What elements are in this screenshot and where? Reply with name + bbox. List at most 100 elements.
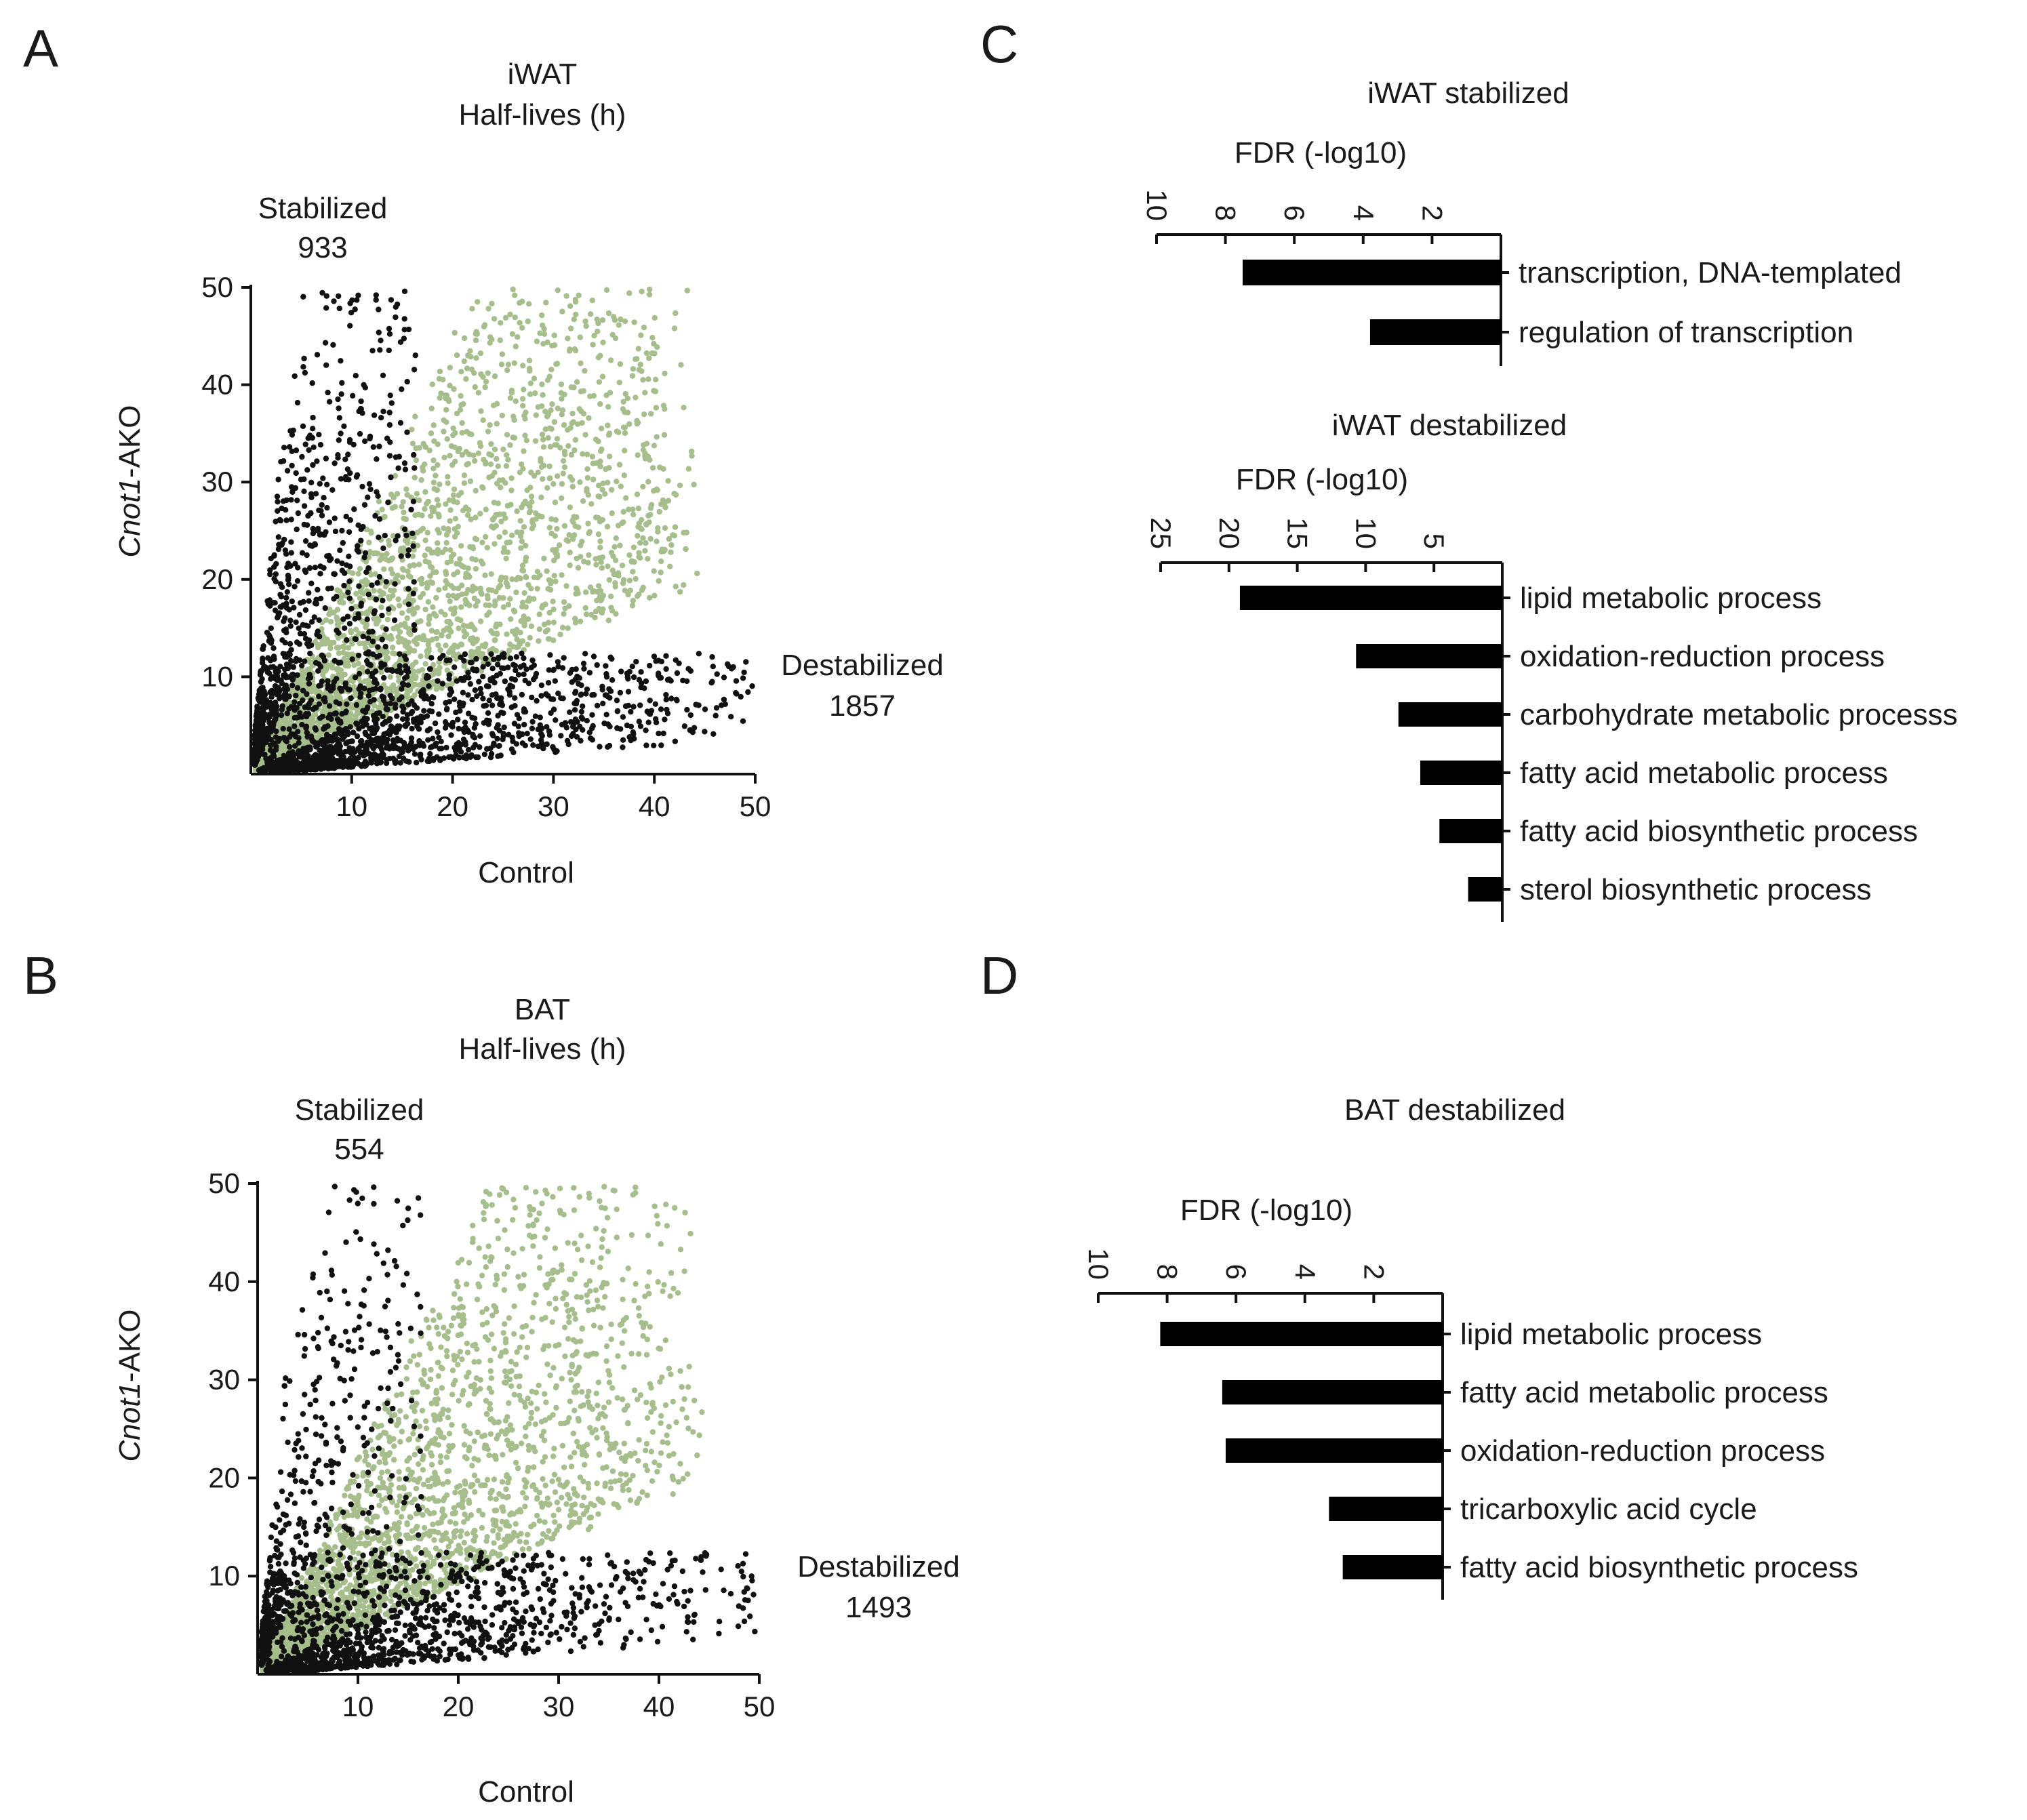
scatter-point: [558, 381, 565, 388]
scatter-point: [665, 478, 671, 484]
scatter-point: [329, 723, 336, 729]
scatter-point: [306, 681, 313, 687]
scatter-point: [294, 685, 301, 691]
scatter-point: [673, 584, 679, 590]
scatter-point: [342, 671, 348, 678]
scatter-point: [526, 301, 532, 307]
scatter-point: [390, 592, 396, 599]
scatter-point: [536, 638, 542, 644]
scatter-point: [494, 456, 500, 462]
scatter-point: [532, 510, 539, 517]
scatter-point: [477, 350, 484, 357]
scatter-point: [518, 639, 525, 645]
scatter-point: [476, 679, 482, 685]
scatter-point: [572, 437, 579, 443]
scatter-point: [574, 379, 580, 385]
scatter-point: [396, 639, 402, 645]
scatter-point: [336, 405, 342, 411]
scatter-point: [465, 670, 471, 676]
scatter-point: [500, 604, 507, 610]
scatter-point: [469, 696, 475, 703]
scatter-point: [411, 579, 417, 585]
scatter-point: [605, 618, 611, 624]
scatter-point: [468, 517, 474, 523]
scatter-point: [605, 422, 611, 428]
scatter-point: [306, 598, 312, 604]
scatter-point: [612, 580, 618, 586]
scatter-point: [567, 562, 573, 569]
scatter-point: [462, 574, 469, 580]
scatter-point: [468, 622, 475, 628]
scatter-point: [683, 546, 689, 552]
scatter-point: [316, 432, 322, 438]
scatter-point: [581, 666, 587, 672]
scatter-point: [620, 519, 626, 525]
scatter-point: [508, 475, 515, 481]
scatter-point: [637, 702, 643, 708]
scatter-point: [528, 493, 535, 500]
scatter-point: [529, 525, 536, 531]
scatter-point: [308, 580, 315, 586]
scatter-point: [376, 534, 382, 540]
scatter-point: [303, 711, 309, 717]
scatter-point: [336, 630, 342, 636]
scatter-point: [458, 402, 464, 408]
scatter-point: [458, 604, 464, 610]
scatter-point: [532, 390, 538, 397]
scatter-point: [252, 736, 258, 742]
scatter-point: [485, 710, 491, 716]
scatter-point: [302, 607, 309, 613]
scatter-point: [593, 514, 599, 521]
scatter-point: [651, 350, 658, 357]
scatter-point: [486, 474, 492, 481]
scatter-point: [527, 508, 534, 514]
scatter-point: [633, 356, 639, 363]
scatter-point: [414, 759, 420, 766]
scatter-point: [428, 655, 435, 661]
scatter-point: [671, 533, 678, 539]
scatter-point: [438, 632, 445, 638]
scatter-point: [333, 694, 340, 701]
scatter-point: [446, 676, 452, 682]
scatter-point: [394, 301, 401, 308]
scatter-point: [578, 360, 584, 367]
scatter-point: [567, 504, 574, 510]
scatter-point: [576, 292, 582, 298]
scatter-point: [435, 729, 441, 735]
scatter-point: [520, 403, 526, 409]
scatter-point: [422, 461, 428, 468]
scatter-point: [345, 451, 351, 458]
scatter-point: [356, 583, 362, 589]
scatter-point: [447, 598, 453, 605]
scatter-point: [306, 672, 313, 678]
scatter-point: [414, 605, 420, 611]
scatter-point: [283, 507, 289, 513]
scatter-point: [394, 713, 400, 719]
scatter-point: [281, 536, 287, 543]
scatter-point: [645, 512, 651, 519]
scatter-point: [430, 569, 437, 575]
scatter-point: [264, 697, 270, 704]
scatter-point: [733, 690, 739, 696]
scatter-point: [577, 334, 583, 340]
scatter-point: [484, 746, 490, 752]
scatter-point: [365, 494, 371, 500]
scatter-point: [681, 723, 688, 729]
scatter-point: [525, 501, 531, 507]
scatter-point: [495, 463, 501, 469]
scatter-point: [381, 566, 387, 572]
scatter-point: [388, 555, 395, 562]
scatter-point: [400, 755, 407, 761]
scatter-point: [387, 439, 393, 445]
scatter-point: [595, 438, 601, 445]
scatter-point: [677, 588, 683, 595]
scatter-point: [347, 517, 353, 523]
scatter-point: [681, 582, 687, 588]
scatter-point: [561, 611, 567, 617]
scatter-point: [277, 735, 283, 742]
scatter-point: [319, 713, 326, 720]
scatter-point: [561, 523, 568, 529]
scatter-point: [525, 641, 531, 647]
scatter-point: [502, 529, 508, 535]
scatter-point: [365, 635, 372, 641]
